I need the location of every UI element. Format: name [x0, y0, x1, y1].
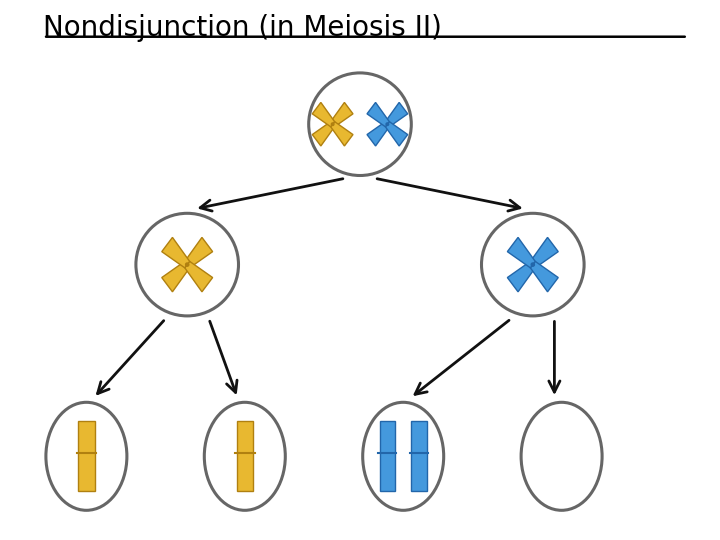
Polygon shape [330, 103, 353, 127]
Polygon shape [531, 261, 558, 292]
Ellipse shape [531, 263, 534, 266]
Ellipse shape [521, 402, 602, 510]
Ellipse shape [204, 402, 285, 510]
Ellipse shape [136, 213, 238, 316]
Polygon shape [185, 261, 212, 292]
Polygon shape [367, 103, 390, 127]
Polygon shape [312, 103, 335, 127]
Polygon shape [162, 238, 189, 268]
Ellipse shape [482, 213, 584, 316]
Polygon shape [330, 122, 353, 146]
Polygon shape [367, 122, 390, 146]
Ellipse shape [309, 73, 411, 176]
Polygon shape [162, 261, 189, 292]
Ellipse shape [331, 123, 334, 125]
Ellipse shape [363, 402, 444, 510]
Polygon shape [185, 238, 212, 268]
Polygon shape [508, 261, 535, 292]
Polygon shape [385, 122, 408, 146]
Polygon shape [380, 421, 395, 491]
Polygon shape [508, 238, 535, 268]
Polygon shape [312, 122, 335, 146]
Ellipse shape [386, 123, 389, 125]
Ellipse shape [46, 402, 127, 510]
Polygon shape [385, 103, 408, 127]
Text: Nondisjunction (in Meiosis II): Nondisjunction (in Meiosis II) [43, 14, 442, 42]
Polygon shape [412, 421, 426, 491]
Polygon shape [531, 238, 558, 268]
Polygon shape [237, 421, 253, 491]
Ellipse shape [186, 263, 189, 266]
Polygon shape [78, 421, 94, 491]
